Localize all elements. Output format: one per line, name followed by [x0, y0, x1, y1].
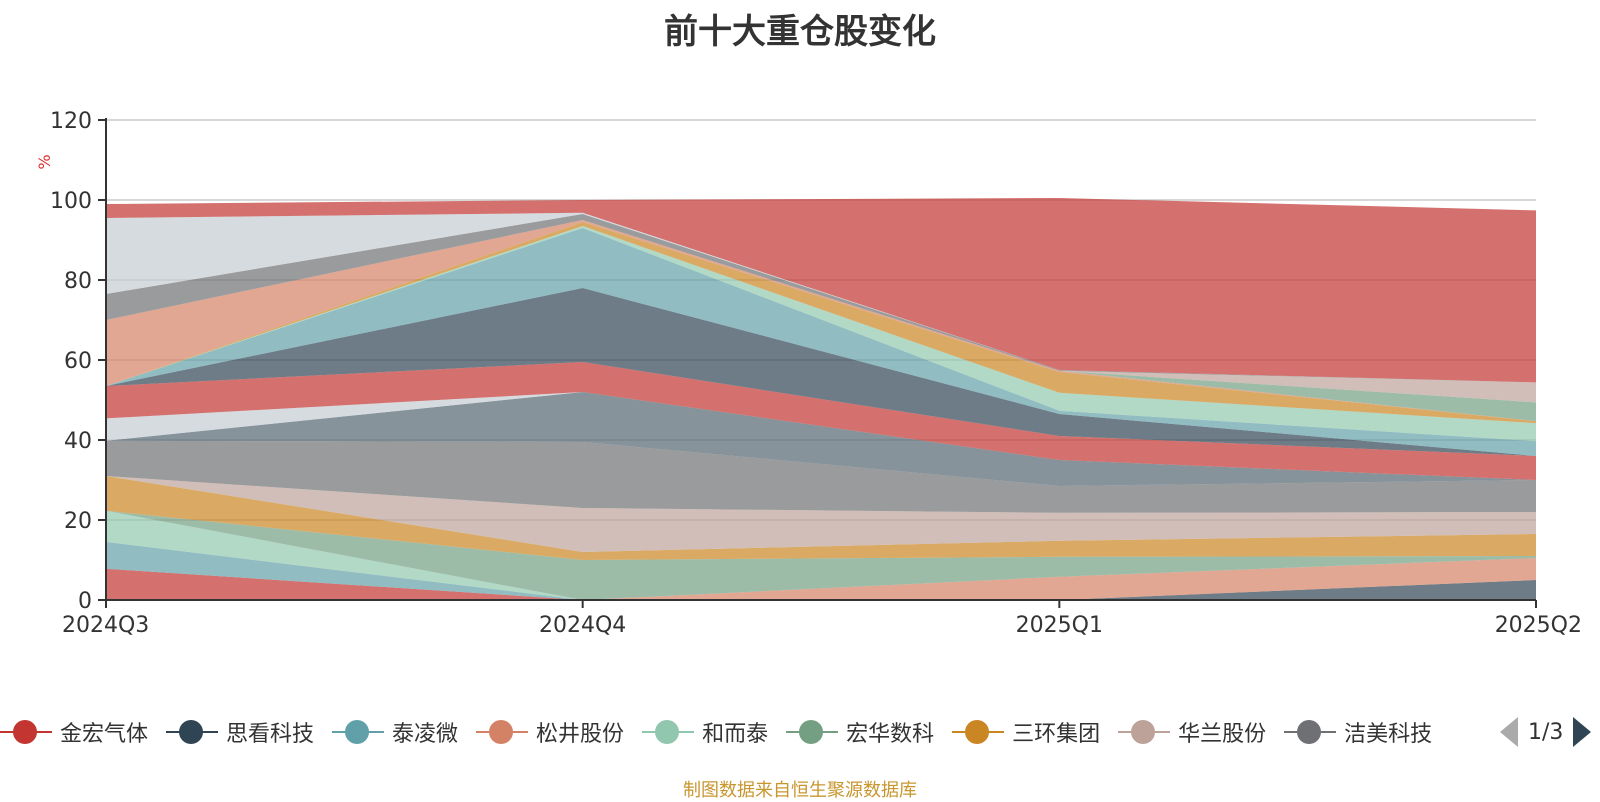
legend-marker-icon — [1118, 719, 1171, 745]
y-tick-label: 40 — [64, 429, 92, 454]
series-area-0 — [106, 568, 1536, 600]
legend-marker-dot — [799, 720, 824, 744]
x-tick-label: 2024Q3 — [62, 613, 149, 638]
legend-item[interactable]: 和而泰 — [642, 716, 768, 748]
area-layer — [106, 198, 1536, 600]
series-area-7 — [106, 476, 1536, 552]
series-area-17 — [106, 220, 1536, 422]
legend-marker-dot — [489, 720, 514, 744]
y-tick-label: 60 — [64, 349, 92, 374]
legend-marker-dot — [179, 720, 204, 744]
series-area-18 — [106, 220, 1536, 403]
legend-label: 松井股份 — [536, 722, 625, 747]
legend-viewport: 金宏气体 思看科技 泰凌微 松井股份 和而泰 宏华数科 三环集团 华兰股份 洁美科技 — [0, 712, 1482, 752]
legend-pager: 1/3 — [1500, 712, 1592, 752]
series-area-21 — [106, 198, 1536, 383]
legend-item[interactable]: 华兰股份 — [1118, 716, 1266, 748]
legend-item[interactable]: 洁美科技 — [1284, 716, 1432, 748]
prev-page-icon[interactable] — [1500, 717, 1518, 747]
legend-label: 宏华数科 — [846, 722, 935, 747]
legend-marker-dot — [345, 720, 370, 744]
legend-marker-dot — [13, 720, 37, 744]
series-area-12 — [106, 288, 1536, 456]
legend-marker-dot — [1297, 720, 1322, 744]
legend-label: 思看科技 — [226, 722, 315, 747]
next-page-icon[interactable] — [1573, 717, 1592, 747]
y-tick-label: 80 — [64, 269, 92, 294]
series-area-8 — [106, 440, 1536, 513]
series-area-6 — [106, 476, 1536, 560]
y-tick-label: 100 — [50, 189, 92, 214]
legend-label: 三环集团 — [1012, 722, 1101, 747]
legend-marker-icon — [952, 719, 1005, 745]
legend-track: 金宏气体 思看科技 泰凌微 松井股份 和而泰 宏华数科 三环集团 华兰股份 洁美科技 — [0, 712, 1482, 752]
legend-marker-dot — [1131, 720, 1156, 744]
legend-page-indicator: 1/3 — [1528, 719, 1564, 745]
legend-label: 和而泰 — [702, 722, 769, 747]
legend-marker-icon — [1284, 719, 1337, 745]
legend-item[interactable]: 宏华数科 — [786, 716, 934, 748]
legend-item[interactable]: 泰凌微 — [332, 716, 458, 748]
legend-item[interactable]: 三环集团 — [952, 716, 1100, 748]
series-area-3 — [106, 542, 1536, 600]
series-area-5 — [106, 510, 1536, 600]
x-tick-label: 2025Q1 — [1016, 613, 1103, 638]
legend-marker-dot — [965, 720, 990, 744]
axis-layer: 0 20 40 60 80 100 120 2024Q3 2024Q4 2025Q1 2025Q2% — [35, 109, 1582, 638]
series-area-9 — [106, 392, 1536, 486]
legend-label: 华兰股份 — [1178, 722, 1267, 747]
area-chart: 0 20 40 60 80 100 120 2024Q3 2024Q4 2025Q1 2025Q2% — [35, 109, 1582, 638]
legend-label: 洁美科技 — [1344, 722, 1433, 747]
legend-item[interactable]: 思看科技 — [166, 716, 314, 748]
legend-marker-icon — [332, 719, 385, 745]
y-tick-label: 20 — [64, 509, 92, 534]
series-area-13 — [106, 228, 1536, 456]
y-axis-label: % — [35, 154, 54, 169]
legend-marker-icon — [476, 719, 529, 745]
series-area-11 — [106, 362, 1536, 480]
legend-marker-icon — [0, 719, 52, 745]
legend-marker-icon — [166, 719, 219, 745]
chart-title: 前十大重仓股变化 — [664, 12, 936, 52]
legend-item[interactable]: 松井股份 — [476, 716, 624, 748]
legend-marker-icon — [642, 719, 695, 745]
data-source-note: 制图数据来自恒生聚源数据库 — [683, 780, 917, 801]
legend-marker-icon — [786, 719, 839, 745]
y-tick-label: 120 — [50, 109, 92, 134]
x-tick-label: 2024Q4 — [539, 613, 626, 638]
legend-label: 泰凌微 — [392, 722, 459, 747]
legend-label: 金宏气体 — [60, 722, 149, 747]
series-area-20 — [106, 212, 1536, 383]
series-area-1 — [106, 568, 1536, 600]
series-area-4 — [106, 510, 1536, 600]
legend: 金宏气体 思看科技 泰凌微 松井股份 和而泰 宏华数科 三环集团 华兰股份 洁美科技 1/3 — [0, 712, 1600, 752]
x-tick-label: 2025Q2 — [1495, 613, 1582, 638]
legend-marker-dot — [655, 720, 680, 744]
y-tick-label: 0 — [78, 589, 92, 614]
series-area-14 — [106, 226, 1536, 442]
legend-item[interactable]: 金宏气体 — [0, 716, 148, 748]
